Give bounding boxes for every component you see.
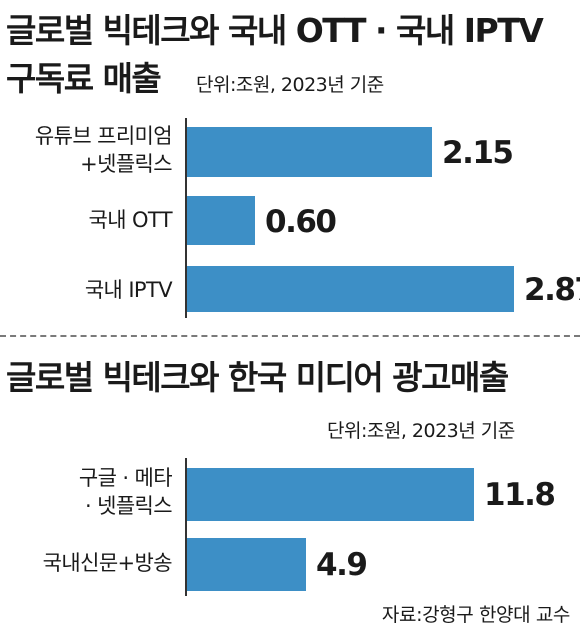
chart1-value-label: 0.60: [265, 204, 337, 240]
chart1-bar: [187, 127, 432, 177]
chart1-bar: [187, 266, 514, 312]
chart1-bar: [187, 196, 255, 245]
chart1-category-label: 국내 OTT: [88, 208, 172, 232]
chart2-bar: [187, 538, 306, 591]
chart2-value-label: 11.8: [484, 477, 556, 513]
chart1-value-label: 2.87: [524, 272, 580, 308]
chart1-title-line1: 글로벌 빅테크와 국내 OTT · 국내 IPTV: [6, 11, 544, 50]
section-divider: [0, 335, 580, 337]
chart2-category-label: 국내신문+방송: [42, 551, 173, 575]
chart1-axis: [185, 118, 187, 318]
chart1-category-label: 국내 IPTV: [84, 278, 173, 302]
chart2-value-label: 4.9: [316, 547, 368, 583]
chart2-bar: [187, 468, 474, 521]
chart1-unit: 단위:조원, 2023년 기준: [196, 74, 384, 96]
chart1-value-label: 2.15: [442, 135, 514, 171]
chart1-category-label: 유튜브 프리미엄 +넷플릭스: [34, 124, 173, 176]
chart2-title: 글로벌 빅테크와 한국 미디어 광고매출: [6, 358, 509, 397]
chart2-category-label: 구글 · 메타 · 넷플릭스: [78, 466, 173, 518]
chart2-unit: 단위:조원, 2023년 기준: [327, 420, 515, 442]
chart2-axis: [185, 458, 187, 596]
chart1-title-line2: 구독료 매출: [6, 59, 162, 98]
source-note: 자료:강형구 한양대 교수: [381, 604, 570, 626]
